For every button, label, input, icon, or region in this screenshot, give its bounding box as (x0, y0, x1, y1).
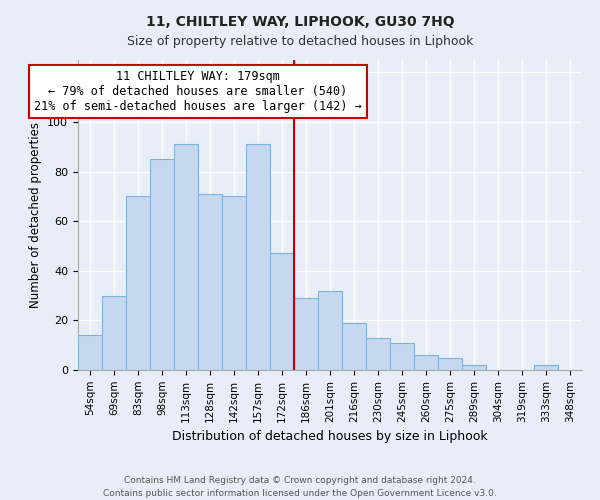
Bar (438, 358, 462, 370)
Bar (414, 355, 438, 370)
Bar (222, 196, 246, 370)
Y-axis label: Number of detached properties: Number of detached properties (29, 122, 41, 308)
Bar (318, 290, 342, 370)
Bar (78, 336, 102, 370)
Text: 11, CHILTLEY WAY, LIPHOOK, GU30 7HQ: 11, CHILTLEY WAY, LIPHOOK, GU30 7HQ (146, 15, 454, 29)
Text: 11 CHILTLEY WAY: 179sqm
← 79% of detached houses are smaller (540)
21% of semi-d: 11 CHILTLEY WAY: 179sqm ← 79% of detache… (34, 70, 362, 113)
Bar (462, 365, 486, 370)
Bar (102, 296, 126, 370)
Bar (366, 338, 390, 370)
Bar (126, 196, 150, 370)
X-axis label: Distribution of detached houses by size in Liphook: Distribution of detached houses by size … (172, 430, 488, 443)
Bar (534, 365, 558, 370)
Bar (342, 323, 366, 370)
Bar (390, 342, 414, 370)
Bar (174, 144, 198, 370)
Bar (150, 159, 174, 370)
Bar (270, 254, 294, 370)
Text: Contains HM Land Registry data © Crown copyright and database right 2024.
Contai: Contains HM Land Registry data © Crown c… (103, 476, 497, 498)
Bar (198, 194, 222, 370)
Bar (246, 144, 270, 370)
Bar (294, 298, 318, 370)
Text: Size of property relative to detached houses in Liphook: Size of property relative to detached ho… (127, 35, 473, 48)
